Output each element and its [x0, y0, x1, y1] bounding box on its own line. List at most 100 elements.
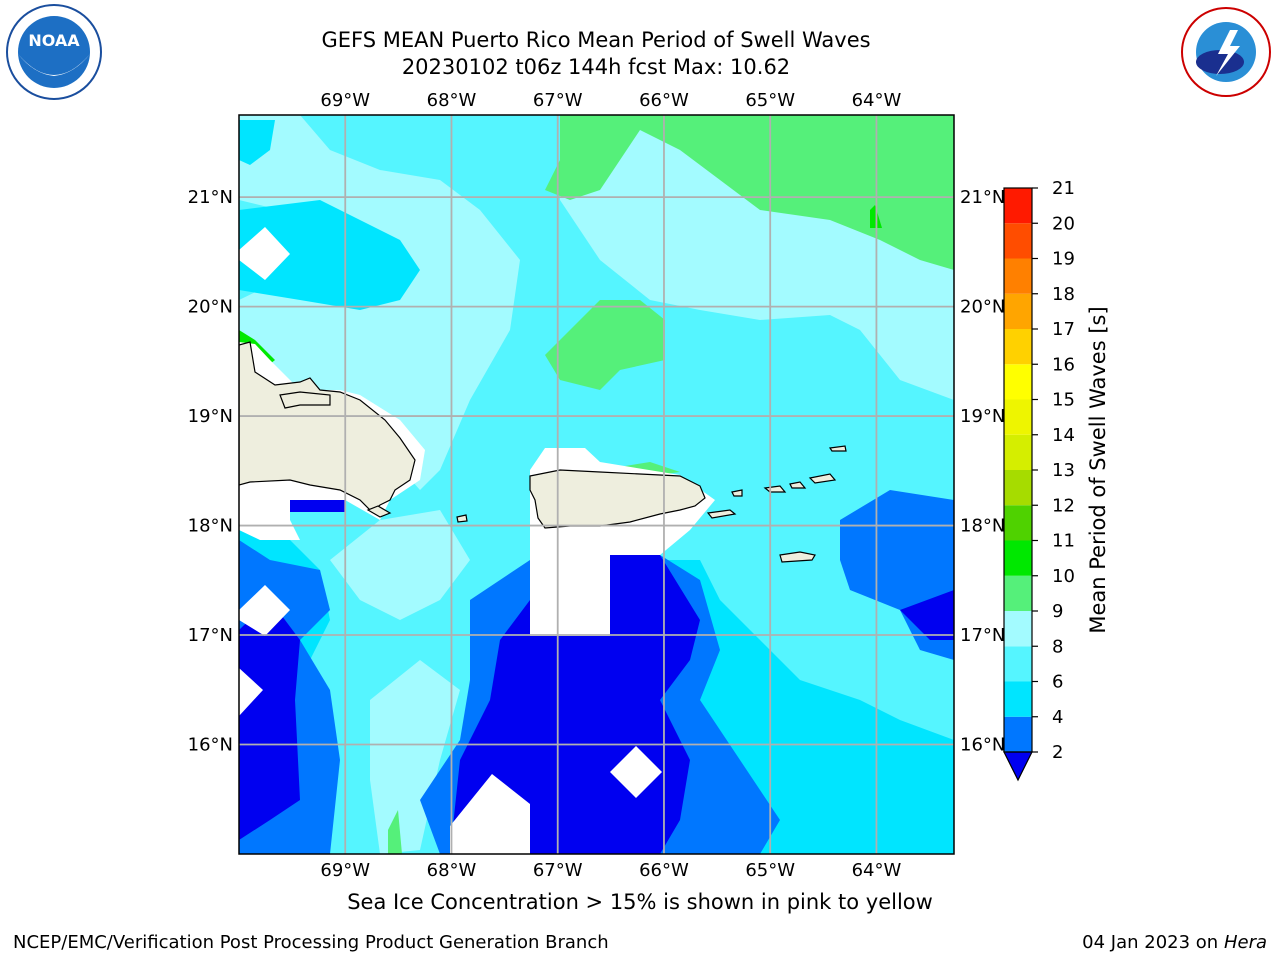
lat-tick-label-right: 19°N [960, 406, 1005, 427]
no-data-region [450, 774, 530, 854]
colorbar-tick-label: 11 [1052, 531, 1075, 552]
colorbar-swatch [1004, 646, 1032, 682]
st-croix-island [779, 551, 816, 563]
contour-fill-8-9 [370, 660, 460, 854]
lon-tick-label-bottom: 64°W [852, 860, 902, 881]
contour-fill-below-2 [290, 500, 345, 512]
colorbar-swatch [1004, 329, 1032, 365]
lat-tick-label-left: 16°N [188, 735, 233, 756]
colorbar-swatch [1004, 399, 1032, 435]
lon-tick-label-bottom: 65°W [745, 860, 795, 881]
colorbar-tick-label: 6 [1052, 672, 1063, 693]
lon-tick-label-top: 69°W [320, 90, 370, 111]
footer-date-text: 04 Jan 2023 on [1082, 932, 1219, 953]
lon-tick-label-bottom: 68°W [427, 860, 477, 881]
culebra-island [731, 489, 743, 497]
colorbar-label: Mean Period of Swell Waves [s] [1086, 306, 1110, 633]
colorbar-tick-label: 17 [1052, 319, 1075, 340]
colorbar-tick-label: 12 [1052, 495, 1075, 516]
lat-tick-label-right: 18°N [960, 516, 1005, 537]
colorbar-swatch [1004, 505, 1032, 541]
lon-tick-label-top: 66°W [639, 90, 689, 111]
anegada-island [828, 445, 847, 452]
contour-fill-9-10 [388, 810, 402, 854]
hispaniola-land [239, 341, 416, 513]
chart-subtitle: 20230102 t06z 144h fcst Max: 10.62 [401, 55, 791, 79]
lat-tick-label-right: 21°N [960, 187, 1005, 208]
colorbar-tick-label: 14 [1052, 425, 1075, 446]
lon-tick-label-top: 67°W [533, 90, 583, 111]
contour-fill-4-6 [239, 120, 275, 165]
lat-tick-label-left: 17°N [188, 625, 233, 646]
colorbar-tick-label: 15 [1052, 390, 1075, 411]
vieques-island [706, 509, 737, 519]
lon-tick-label-top: 64°W [852, 90, 902, 111]
map-gridlines [239, 115, 954, 854]
saona-island [366, 505, 392, 518]
sea-ice-note: Sea Ice Concentration > 15% is shown in … [347, 890, 933, 914]
map-frame [238, 114, 955, 855]
no-data-region [239, 227, 290, 280]
tortola-island [808, 473, 837, 484]
colorbar-swatch [1004, 470, 1032, 506]
colorbar-swatch [1004, 681, 1032, 717]
colorbar-tick-label: 10 [1052, 566, 1075, 587]
svg-text:NOAA: NOAA [28, 31, 80, 50]
colorbar-swatch [1004, 223, 1032, 259]
contour-fill-below-2 [239, 600, 300, 840]
colorbar-tick-label: 4 [1052, 707, 1063, 728]
lat-tick-label-right: 20°N [960, 297, 1005, 318]
lon-tick-label-bottom: 66°W [639, 860, 689, 881]
puerto-rico-land [529, 469, 706, 529]
footer-branch: NCEP/EMC/Verification Post Processing Pr… [13, 932, 609, 953]
colorbar-swatch [1004, 188, 1032, 224]
noaa-logo-icon: NOAA [6, 4, 102, 100]
colorbar-swatch [1004, 716, 1032, 752]
colorbar-swatch [1004, 434, 1032, 470]
map-axis-labels: 69°W 69°W 68°W 68°W 67°W 67°W 66°W 66°W 65°W 65°W… [188, 90, 1006, 881]
colorbar-tick-label: 13 [1052, 460, 1075, 481]
colorbar-swatch [1004, 364, 1032, 400]
colorbar-tick-label: 19 [1052, 249, 1075, 270]
contour-fill-below-2 [900, 590, 954, 640]
contour-fill-below-2 [610, 555, 660, 636]
colorbar-tick-label: 2 [1052, 742, 1063, 763]
colorbar: 2 4 6 8 9 10 11 12 13 14 15 16 17 18 19 20 21 [1003, 178, 1075, 782]
contour-fill-8-9 [330, 510, 470, 620]
colorbar-tick-label: 16 [1052, 354, 1075, 375]
contour-fill-4-6 [239, 200, 420, 310]
no-data-region [239, 585, 290, 636]
lat-tick-label-right: 16°N [960, 735, 1005, 756]
lon-tick-label-bottom: 67°W [533, 860, 583, 881]
nws-logo-icon [1181, 7, 1271, 97]
colorbar-tick-label: 18 [1052, 284, 1075, 305]
colorbar-tick-label: 9 [1052, 601, 1063, 622]
colorbar-swatch [1004, 293, 1032, 329]
lat-tick-label-right: 17°N [960, 625, 1005, 646]
lat-tick-label-left: 21°N [188, 187, 233, 208]
colorbar-tick-label: 8 [1052, 636, 1063, 657]
map-plot-area [239, 115, 954, 854]
contour-fill-9-10 [545, 300, 665, 390]
hispaniola-peninsula [279, 391, 331, 409]
mona-island [456, 514, 468, 523]
lat-tick-label-left: 19°N [188, 406, 233, 427]
colorbar-swatch [1004, 540, 1032, 576]
lat-tick-label-left: 20°N [188, 297, 233, 318]
contour-fill-9-10 [545, 115, 954, 270]
footer-date: 04 Jan 2023 on Hera [1082, 932, 1267, 953]
colorbar-extend-arrow [1003, 751, 1033, 782]
colorbar-swatch [1004, 258, 1032, 294]
lon-tick-label-bottom: 69°W [320, 860, 370, 881]
chart-title: GEFS MEAN Puerto Rico Mean Period of Swe… [321, 28, 871, 52]
no-data-region [239, 668, 263, 716]
colorbar-swatch [1004, 611, 1032, 647]
colorbar-tick-label: 20 [1052, 213, 1075, 234]
colorbar-tick-label: 21 [1052, 178, 1075, 199]
no-data-region [610, 746, 662, 798]
footer-machine: Hera [1223, 932, 1267, 953]
st-john-island [789, 481, 807, 489]
colorbar-swatch [1004, 575, 1032, 611]
lon-tick-label-top: 68°W [427, 90, 477, 111]
